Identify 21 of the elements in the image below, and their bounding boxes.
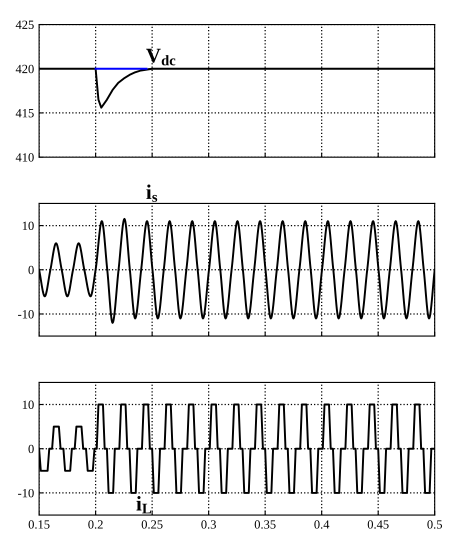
x-tick-label: 0.4 <box>314 520 330 529</box>
x-tick-label: 0.3 <box>201 520 216 529</box>
x-tick-label: 0.2 <box>88 520 103 529</box>
y-tick-label: 415 <box>16 109 34 118</box>
y-tick-label: 10 <box>22 222 34 230</box>
x-tick-label: 0.25 <box>142 520 163 529</box>
y-tick-label: 0 <box>28 266 34 274</box>
x-tick-label: 0.35 <box>254 520 276 529</box>
y-tick-label: 10 <box>22 400 34 409</box>
y-tick-label: 420 <box>16 64 34 74</box>
y-tick-label: -10 <box>18 488 34 498</box>
text: i$_{s}$ <box>146 184 158 202</box>
annotation: V$_{dc}$ <box>146 48 176 66</box>
annotation: i$_{L}$ <box>136 496 152 514</box>
y-tick-label: 425 <box>16 20 34 29</box>
x-tick-label: 0.5 <box>427 520 442 529</box>
y-tick-label: 410 <box>16 153 34 162</box>
x-tick-label: 0.15 <box>28 520 50 529</box>
y-tick-label: -10 <box>18 310 34 318</box>
x-tick-label: 0.45 <box>368 520 389 529</box>
y-tick-label: 0 <box>28 444 34 454</box>
